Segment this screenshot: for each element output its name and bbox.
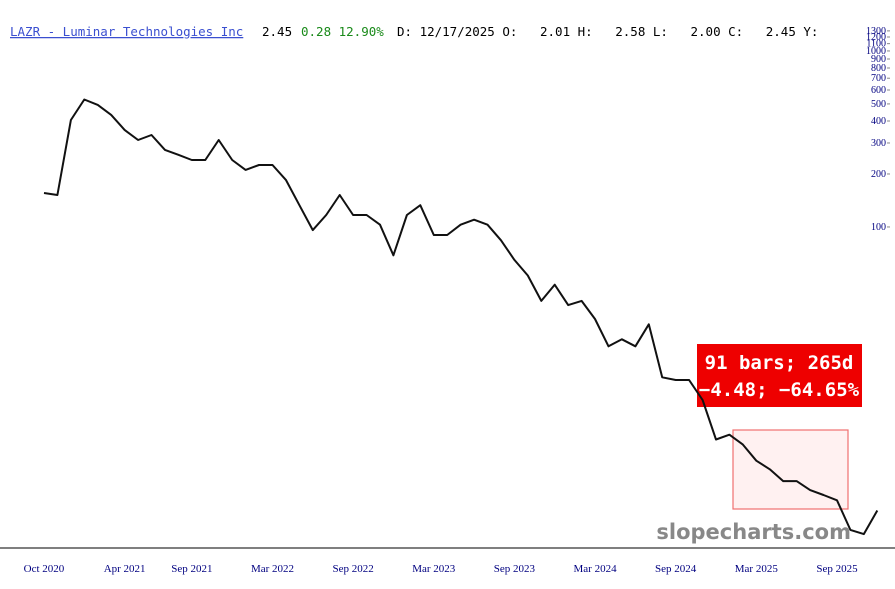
symbol-link[interactable]: LAZR - Luminar Technologies Inc bbox=[10, 24, 243, 39]
x-tick-label: Mar 2025 bbox=[735, 563, 779, 575]
y-tick-label: 200 bbox=[871, 169, 886, 180]
y-tick-label: 1100 bbox=[866, 39, 886, 50]
y-tick-label: 700 bbox=[871, 73, 886, 84]
watermark: slopecharts.com bbox=[656, 520, 851, 544]
y-tick-label: 500 bbox=[871, 99, 886, 110]
y-tick-label: 1300 bbox=[866, 26, 886, 37]
y-tick-label: 1200 bbox=[866, 32, 886, 43]
x-tick-label: Sep 2024 bbox=[655, 563, 697, 575]
y-tick-label: 800 bbox=[871, 63, 886, 74]
x-tick-label: Sep 2023 bbox=[494, 563, 536, 575]
x-tick-label: Mar 2023 bbox=[412, 563, 456, 575]
y-tick-label: 100 bbox=[871, 222, 886, 233]
x-tick-label: Oct 2020 bbox=[24, 563, 65, 575]
x-tick-label: Sep 2025 bbox=[816, 563, 858, 575]
measure-box bbox=[732, 429, 849, 510]
annotation-box bbox=[697, 344, 862, 407]
y-tick-label: 300 bbox=[871, 138, 886, 149]
change: 0.28 12.90% bbox=[301, 24, 384, 39]
x-tick-label: Mar 2024 bbox=[574, 563, 618, 575]
price-line bbox=[43, 98, 879, 536]
y-tick-label: 1000 bbox=[866, 46, 886, 57]
ohlc-stats: D: 12/17/2025 O: 2.01 H: 2.58 L: 2.00 C:… bbox=[397, 24, 818, 39]
y-tick-label: 900 bbox=[871, 54, 886, 65]
y-tick-label: 400 bbox=[871, 116, 886, 127]
x-tick-label: Sep 2021 bbox=[171, 563, 212, 575]
x-tick-label: Apr 2021 bbox=[104, 563, 146, 575]
annotation: 91 bars; 265d bbox=[705, 352, 854, 374]
y-tick-label: 600 bbox=[871, 85, 886, 96]
last-price: 2.45 bbox=[262, 24, 292, 39]
x-tick-label: Mar 2022 bbox=[251, 563, 294, 575]
annotation: −4.48; −64.65% bbox=[699, 379, 860, 401]
x-tick-label: Sep 2022 bbox=[332, 563, 373, 575]
